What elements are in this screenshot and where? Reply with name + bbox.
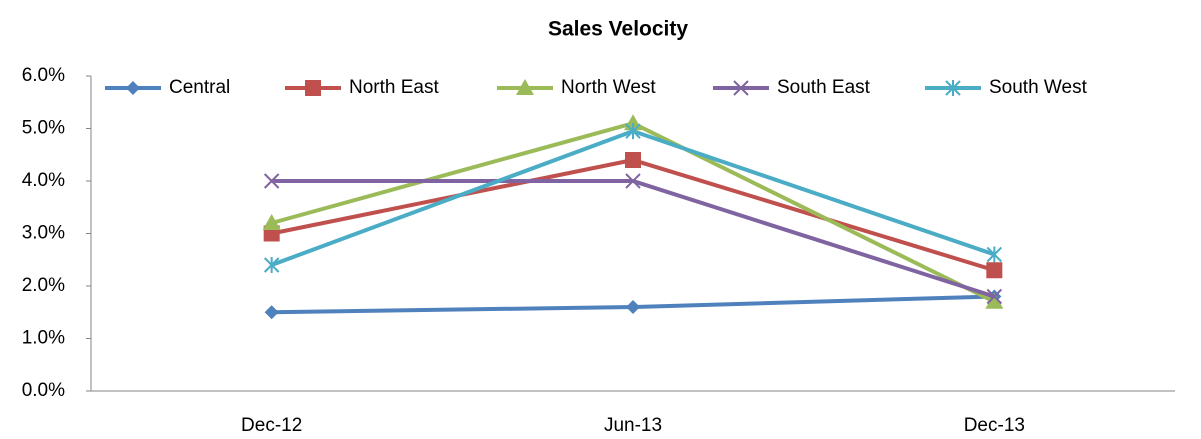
chart-title: Sales Velocity <box>548 18 688 41</box>
marker <box>625 123 641 140</box>
legend-label: North East <box>349 77 439 98</box>
marker <box>263 173 280 189</box>
marker <box>263 257 280 273</box>
marker <box>516 79 534 95</box>
marker <box>986 262 1003 279</box>
y-tick-label: 1.0% <box>22 328 65 349</box>
marker <box>264 305 279 320</box>
legend-label: South West <box>989 77 1088 98</box>
marker <box>305 80 321 96</box>
series-line <box>271 158 995 273</box>
marker <box>625 173 641 189</box>
y-tick-label: 3.0% <box>22 223 65 244</box>
y-tick-label: 2.0% <box>22 275 65 296</box>
marker <box>986 246 1003 263</box>
y-tick-label: 0.0% <box>22 380 65 401</box>
x-tick-label: Jun-13 <box>604 415 662 436</box>
y-tick-label: 5.0% <box>22 118 65 139</box>
marker <box>945 80 961 96</box>
y-tick-label: 4.0% <box>22 170 65 191</box>
y-tick-label: 6.0% <box>22 65 65 86</box>
marker <box>986 288 1003 305</box>
series-line <box>270 129 995 267</box>
x-tick-label: Dec-12 <box>241 415 302 436</box>
marker <box>985 292 1004 309</box>
marker <box>626 300 640 314</box>
legend-label: North West <box>561 77 656 98</box>
legend-label: Central <box>169 77 230 98</box>
marker <box>126 81 140 95</box>
legend-label: South East <box>777 77 871 98</box>
marker <box>733 80 749 96</box>
marker <box>262 214 281 230</box>
x-tick-label: Dec-13 <box>964 415 1025 436</box>
marker <box>625 152 641 168</box>
